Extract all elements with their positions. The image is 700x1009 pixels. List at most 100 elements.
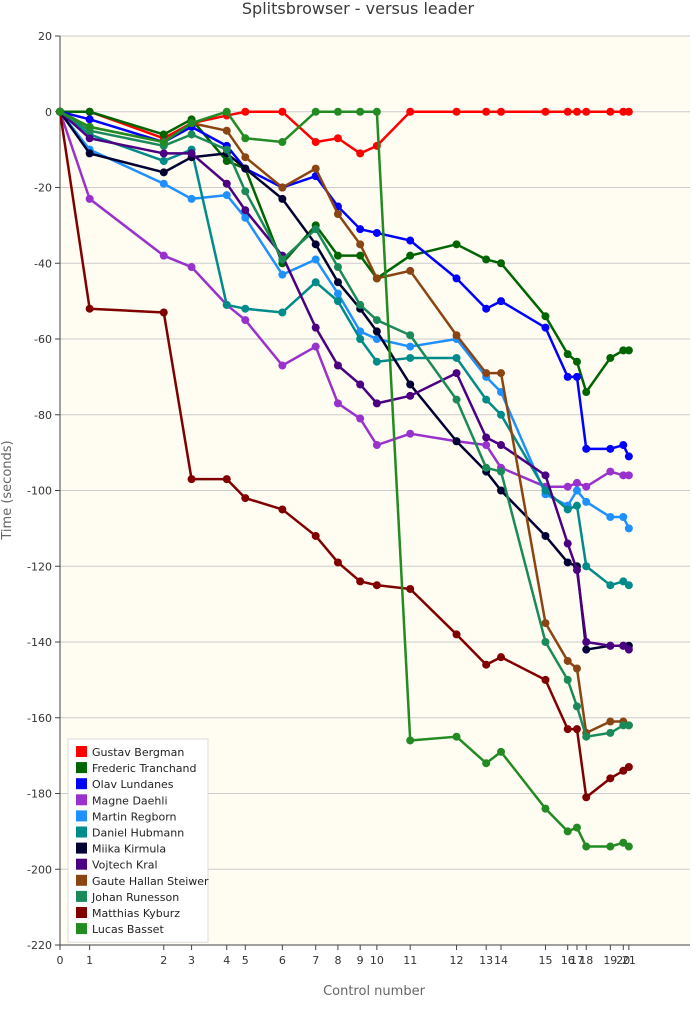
series-point <box>356 240 365 249</box>
series-point <box>159 138 168 147</box>
legend: Gustav Bergman Frederic Tranchand Olav Lun… <box>67 738 209 943</box>
series-point <box>452 630 461 639</box>
series-point <box>406 342 415 351</box>
y-tick-label: -160 <box>27 712 52 725</box>
series-point <box>563 107 572 116</box>
series-point <box>624 346 633 355</box>
x-tick-label: 15 <box>538 954 552 967</box>
y-tick-label: -120 <box>27 560 52 573</box>
legend-swatch <box>76 858 87 870</box>
series-point <box>278 107 287 116</box>
series-point <box>333 210 342 219</box>
series-point <box>241 134 250 143</box>
series-point <box>624 581 633 590</box>
y-tick-label: -180 <box>27 788 52 801</box>
series-point <box>606 774 615 783</box>
series-point <box>85 107 94 116</box>
series-point <box>541 323 550 332</box>
series-point <box>159 156 168 165</box>
series-point <box>572 702 581 711</box>
series-point <box>624 471 633 480</box>
series-point <box>278 361 287 370</box>
legend-swatch <box>76 842 87 854</box>
series-point <box>497 653 505 662</box>
series-point <box>311 342 320 351</box>
series-point <box>606 513 615 522</box>
series-point <box>85 122 94 131</box>
series-point <box>582 562 591 571</box>
legend-swatch <box>76 923 87 935</box>
legend-label: Johan Runesson <box>91 891 179 904</box>
series-point <box>311 240 320 249</box>
series-point <box>333 289 342 298</box>
series-point <box>406 584 415 593</box>
y-axis-label: Time (seconds) <box>0 440 15 540</box>
series-point <box>624 762 633 771</box>
series-point <box>606 641 615 650</box>
series-point <box>619 346 628 355</box>
series-point <box>278 308 287 317</box>
y-tick-label: -60 <box>34 333 52 346</box>
series-point <box>406 236 415 245</box>
series-point <box>563 539 572 548</box>
series-point <box>241 213 250 222</box>
series-point <box>406 380 415 389</box>
series-point <box>606 353 615 362</box>
legend-label: Lucas Basset <box>92 923 164 936</box>
y-tick-label: -20 <box>34 182 52 195</box>
series-point <box>278 505 287 514</box>
x-tick-label: 21 <box>622 954 636 967</box>
x-tick-label: 20 <box>616 954 630 967</box>
series-point <box>372 228 381 237</box>
series-point <box>187 119 196 128</box>
series-point <box>452 240 461 249</box>
series-point <box>85 115 94 124</box>
series-point <box>222 156 231 165</box>
series-point <box>452 369 461 378</box>
series-point <box>222 145 231 154</box>
series-point <box>222 300 231 309</box>
series-point <box>619 471 628 480</box>
series-point <box>278 194 287 203</box>
series-point <box>241 494 250 503</box>
series-point <box>406 736 415 745</box>
series-point <box>56 107 64 116</box>
series-line <box>58 111 630 799</box>
legend-label: Matthias Kyburz <box>92 907 180 920</box>
series-point <box>482 107 491 116</box>
series-point <box>497 259 505 268</box>
series-point <box>356 380 365 389</box>
legend-box <box>67 738 209 943</box>
x-tick-label: 9 <box>357 954 364 967</box>
series-point <box>582 638 591 646</box>
series-point <box>241 304 250 313</box>
series-line <box>59 110 630 529</box>
series-point <box>572 486 581 495</box>
y-tick-label: -100 <box>27 485 52 498</box>
x-tick-label: 2 <box>160 954 167 967</box>
series-group <box>56 107 633 654</box>
y-tick-label: -200 <box>27 863 52 876</box>
series-point <box>356 577 365 586</box>
x-tick-label: 6 <box>279 954 286 967</box>
series-point <box>372 399 381 408</box>
series-point <box>452 274 461 283</box>
series-point <box>241 164 250 173</box>
series-point <box>482 369 491 378</box>
y-tick-label: -40 <box>34 257 52 270</box>
series-point <box>187 475 196 484</box>
y-tick-label: -80 <box>34 409 52 422</box>
series-point <box>563 482 572 491</box>
series-point <box>582 497 591 506</box>
series-lines <box>56 107 633 851</box>
series-point <box>333 361 342 370</box>
series-point <box>222 107 231 116</box>
series-point <box>222 191 231 200</box>
series-point <box>159 168 168 177</box>
series-point <box>482 463 491 472</box>
series-point <box>497 410 505 419</box>
series-point <box>572 664 581 673</box>
series-point <box>222 126 231 135</box>
x-tick-label: 1 <box>86 954 93 967</box>
series-point <box>482 759 491 768</box>
